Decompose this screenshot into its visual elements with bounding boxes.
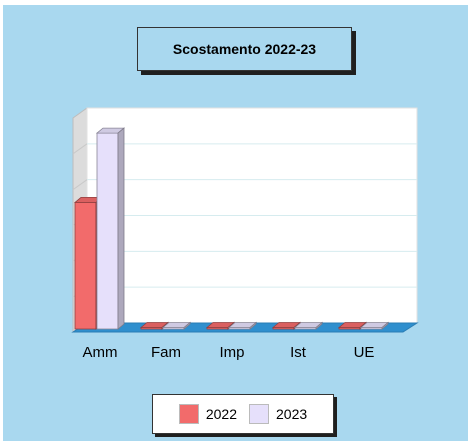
bar-amm-2023-front <box>96 132 119 330</box>
bar-ist-2023-side <box>315 321 323 330</box>
bar-amm-2022-front <box>74 201 97 330</box>
bar-amm-2023 <box>95 127 126 330</box>
bar-amm-2023-side <box>117 127 125 330</box>
chart-title-text: Scostamento 2022-23 <box>172 41 317 57</box>
legend-item-2022: 2022 <box>178 404 237 424</box>
bar-imp-2023-side <box>249 321 257 330</box>
bar-imp-2023 <box>227 321 258 330</box>
x-tick-label: UE <box>354 344 375 361</box>
bar-ist-2023 <box>293 321 324 330</box>
bar-ue-2023-side <box>381 321 389 330</box>
legend-label-2022: 2022 <box>205 406 237 422</box>
x-tick-label: Imp <box>219 344 244 361</box>
gridline-side <box>72 179 88 191</box>
legend: 2022 2023 <box>152 394 334 434</box>
legend-label-2023: 2023 <box>276 406 308 422</box>
bar-fam-2023-side <box>183 321 191 330</box>
legend-item-2023: 2023 <box>249 404 307 424</box>
x-tick-label: Ist <box>290 344 307 361</box>
chart-title: Scostamento 2022-23 <box>137 27 352 71</box>
legend-swatch-2022 <box>178 404 199 424</box>
bar-ue-2023 <box>359 321 390 330</box>
gridline-side <box>72 143 88 155</box>
legend-swatch-2023 <box>249 404 269 424</box>
bar-fam-2023 <box>161 321 192 330</box>
x-tick-label: Fam <box>151 344 181 361</box>
x-tick-label: Amm <box>83 344 118 361</box>
